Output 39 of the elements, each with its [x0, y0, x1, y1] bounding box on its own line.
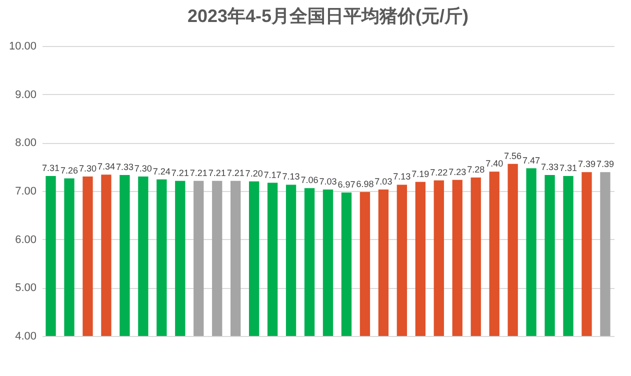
data-label: 7.30	[134, 164, 152, 174]
data-label: 6.97	[338, 179, 356, 190]
data-label: 7.28	[467, 164, 485, 174]
y-tick-label: 5.00	[15, 282, 36, 294]
data-label: 7.26	[60, 165, 78, 176]
data-label: 7.19	[412, 168, 430, 179]
data-label: 7.06	[300, 175, 318, 186]
data-label: 7.33	[116, 162, 134, 172]
data-label: 7.56	[504, 150, 522, 161]
chart-title: 2023年4-5月全国日平均猪价(元/斤)	[187, 6, 469, 26]
data-label: 7.30	[78, 164, 97, 174]
data-label: 7.39	[578, 159, 596, 170]
y-tick-label: 4.00	[15, 330, 36, 342]
data-label: 7.39	[596, 159, 614, 170]
y-tick-label: 7.00	[15, 186, 36, 198]
data-label: 7.13	[282, 172, 300, 182]
data-label: 7.13	[393, 172, 411, 182]
data-label: 7.22	[430, 167, 448, 178]
data-label: 7.31	[42, 163, 60, 174]
y-tick-label: 9.00	[15, 88, 36, 101]
data-label: 7.40	[486, 158, 504, 169]
data-label: 7.21	[226, 168, 244, 178]
data-label: 7.34	[97, 162, 115, 172]
y-tick-label: 10.00	[8, 40, 36, 52]
y-tick-label: 8.00	[15, 137, 36, 150]
data-label: 7.47	[522, 155, 540, 166]
data-label: 7.21	[171, 168, 189, 178]
data-label: 7.33	[541, 162, 559, 172]
data-label: 7.31	[559, 163, 578, 174]
data-label: 7.03	[374, 176, 392, 187]
data-label: 7.24	[152, 166, 170, 176]
data-label: 7.23	[448, 166, 466, 177]
data-label: 6.98	[356, 178, 374, 189]
data-label: 7.20	[245, 168, 263, 178]
data-label: 7.21	[190, 168, 208, 178]
data-label: 7.17	[264, 170, 282, 180]
data-label: 7.21	[208, 168, 226, 178]
y-tick-label: 6.00	[15, 234, 36, 246]
data-label: 7.03	[319, 176, 337, 187]
